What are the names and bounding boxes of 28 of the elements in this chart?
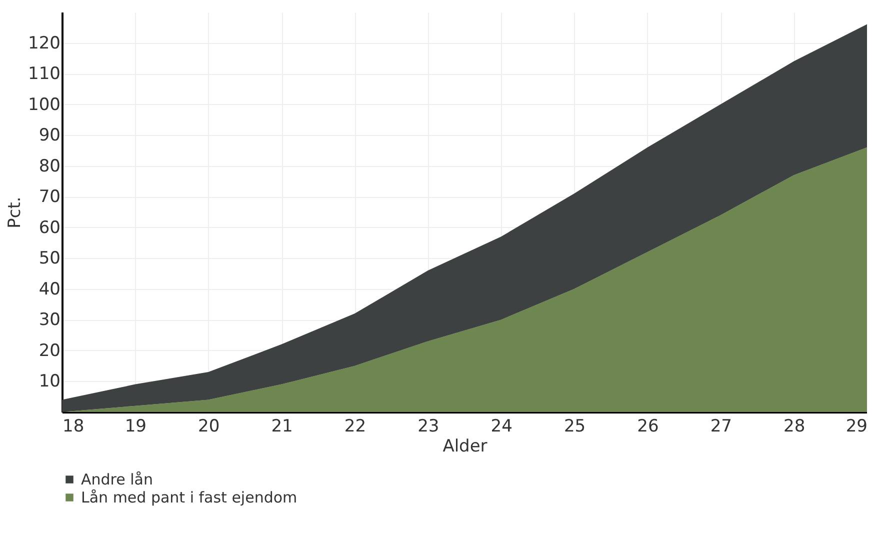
y-tick-label: 120 — [28, 33, 60, 54]
x-tick-label: 22 — [344, 416, 366, 436]
x-tick-label: 19 — [124, 416, 146, 436]
x-tick-label: 26 — [637, 416, 659, 436]
y-tick-label: 30 — [38, 310, 60, 330]
x-tick-label: 23 — [418, 416, 440, 436]
x-tick-label: 21 — [271, 416, 293, 436]
y-tick-label: 70 — [38, 187, 60, 208]
y-tick-label: 110 — [28, 64, 60, 84]
x-tick-label: 24 — [490, 416, 512, 436]
y-tick-label: 20 — [38, 340, 60, 361]
y-tick-label: 80 — [38, 156, 60, 176]
y-tick-label: 10 — [38, 372, 60, 392]
x-tick-label: 29 — [846, 416, 868, 436]
x-tick-label: 28 — [784, 416, 806, 436]
x-tick-label: 18 — [62, 416, 84, 436]
legend-label: Lån med pant i fast ejendom — [81, 488, 298, 506]
y-tick-label: 90 — [38, 126, 60, 146]
y-tick-label: 100 — [28, 94, 60, 115]
y-tick-label: 50 — [38, 248, 60, 269]
x-tick-label: 20 — [198, 416, 220, 436]
legend-label: Andre lån — [81, 470, 153, 488]
x-tick-label: 25 — [564, 416, 586, 436]
x-axis-title: Alder — [442, 436, 488, 456]
y-tick-label: 40 — [38, 279, 60, 300]
x-tick-label: 27 — [710, 416, 732, 436]
y-axis-title: Pct. — [5, 196, 26, 228]
y-tick-label: 60 — [38, 218, 60, 238]
